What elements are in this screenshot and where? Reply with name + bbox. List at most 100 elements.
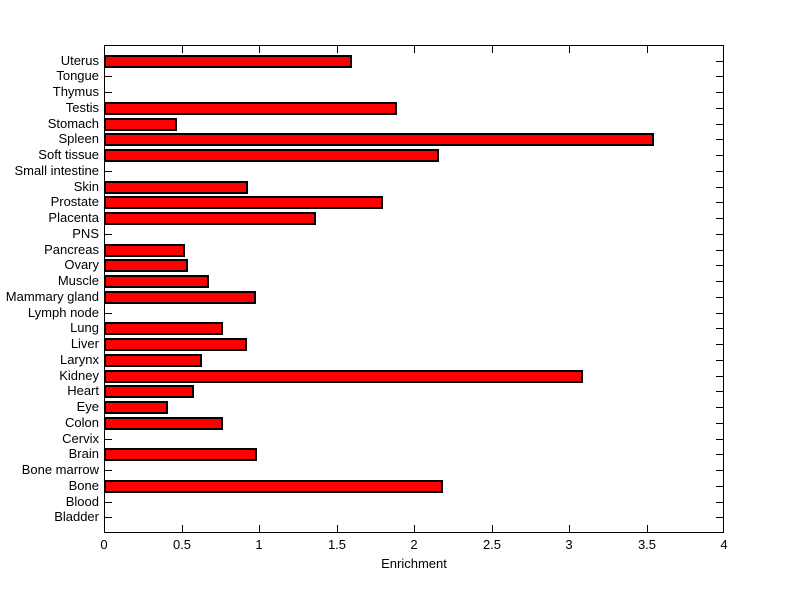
category-label-liver: Liver <box>70 336 99 351</box>
bar-soft-tissue <box>104 149 439 162</box>
y-tick-right <box>716 108 723 109</box>
x-tick-label: 4 <box>720 537 728 552</box>
category-label-muscle: Muscle <box>57 273 99 288</box>
y-tick-left <box>105 234 112 235</box>
y-tick-right <box>716 155 723 156</box>
bar-pancreas <box>104 244 185 257</box>
category-label-soft-tissue: Soft tissue <box>38 147 99 162</box>
bar-testis <box>104 102 397 115</box>
y-tick-right <box>716 502 723 503</box>
bar-placenta <box>104 212 316 225</box>
x-tick-label: 2.5 <box>482 537 502 552</box>
y-tick-left <box>105 517 112 518</box>
y-tick-right <box>716 313 723 314</box>
y-tick-right <box>716 423 723 424</box>
x-tick-top <box>569 46 570 53</box>
x-tick-label: 0 <box>100 537 108 552</box>
y-tick-left <box>105 171 112 172</box>
category-label-heart: Heart <box>67 383 99 398</box>
y-tick-left <box>105 439 112 440</box>
category-label-small-intestine: Small intestine <box>14 163 99 178</box>
category-label-cervix: Cervix <box>62 431 99 446</box>
x-tick-top <box>647 46 648 53</box>
category-label-placenta: Placenta <box>48 210 99 225</box>
x-tick-top <box>182 46 183 53</box>
category-label-spleen: Spleen <box>58 131 99 146</box>
x-tick-top <box>259 46 260 53</box>
x-tick-bottom <box>182 525 183 532</box>
x-tick-bottom <box>259 525 260 532</box>
category-label-tongue: Tongue <box>56 68 99 83</box>
x-tick-bottom <box>337 525 338 532</box>
bar-spleen <box>104 133 654 146</box>
y-tick-right <box>716 360 723 361</box>
bar-larynx <box>104 354 202 367</box>
x-tick-bottom <box>723 525 724 532</box>
bar-brain <box>104 448 257 461</box>
bar-mammary-gland <box>104 291 256 304</box>
bar-heart <box>104 385 194 398</box>
category-label-bone-marrow: Bone marrow <box>21 462 99 477</box>
y-tick-right <box>716 202 723 203</box>
bar-stomach <box>104 118 177 131</box>
x-tick-bottom <box>104 525 105 532</box>
y-tick-right <box>716 407 723 408</box>
x-tick-bottom <box>414 525 415 532</box>
y-tick-right <box>716 281 723 282</box>
y-tick-right <box>716 454 723 455</box>
bar-muscle <box>104 275 209 288</box>
y-tick-left <box>105 502 112 503</box>
bar-skin <box>104 181 248 194</box>
x-tick-label: 0.5 <box>172 537 192 552</box>
category-label-brain: Brain <box>68 446 99 461</box>
x-tick-label: 3 <box>565 537 573 552</box>
category-label-pancreas: Pancreas <box>44 242 99 257</box>
category-label-thymus: Thymus <box>52 84 99 99</box>
x-tick-label: 1 <box>255 537 263 552</box>
y-tick-right <box>716 265 723 266</box>
category-label-kidney: Kidney <box>59 368 99 383</box>
y-tick-right <box>716 76 723 77</box>
bar-uterus <box>104 55 352 68</box>
y-tick-right <box>716 171 723 172</box>
category-label-pns: PNS <box>72 226 99 241</box>
x-tick-label: 2 <box>410 537 418 552</box>
x-tick-top <box>723 46 724 53</box>
category-label-eye: Eye <box>76 399 99 414</box>
y-tick-left <box>105 313 112 314</box>
y-tick-right <box>716 187 723 188</box>
y-tick-right <box>716 250 723 251</box>
category-label-testis: Testis <box>65 100 99 115</box>
y-tick-right <box>716 61 723 62</box>
category-label-bladder: Bladder <box>54 509 99 524</box>
y-tick-right <box>716 328 723 329</box>
x-tick-top <box>337 46 338 53</box>
x-tick-label: 1.5 <box>327 537 347 552</box>
category-label-skin: Skin <box>73 179 99 194</box>
bar-prostate <box>104 196 383 209</box>
category-label-bone: Bone <box>68 478 99 493</box>
y-tick-right <box>716 439 723 440</box>
category-label-larynx: Larynx <box>59 352 99 367</box>
y-tick-right <box>716 124 723 125</box>
y-tick-right <box>716 344 723 345</box>
x-tick-top <box>414 46 415 53</box>
y-tick-right <box>716 391 723 392</box>
y-tick-right <box>716 234 723 235</box>
category-label-mammary-gland: Mammary gland <box>5 289 99 304</box>
y-tick-right <box>716 92 723 93</box>
x-tick-bottom <box>569 525 570 532</box>
y-tick-left <box>105 76 112 77</box>
bar-lung <box>104 322 223 335</box>
y-tick-right <box>716 139 723 140</box>
category-label-colon: Colon <box>65 415 99 430</box>
category-label-stomach: Stomach <box>47 116 99 131</box>
category-label-uterus: Uterus <box>60 53 99 68</box>
x-axis-title: Enrichment <box>381 556 447 571</box>
x-tick-top <box>492 46 493 53</box>
y-tick-right <box>716 470 723 471</box>
bar-liver <box>104 338 247 351</box>
bar-colon <box>104 417 223 430</box>
bar-bone <box>104 480 443 493</box>
